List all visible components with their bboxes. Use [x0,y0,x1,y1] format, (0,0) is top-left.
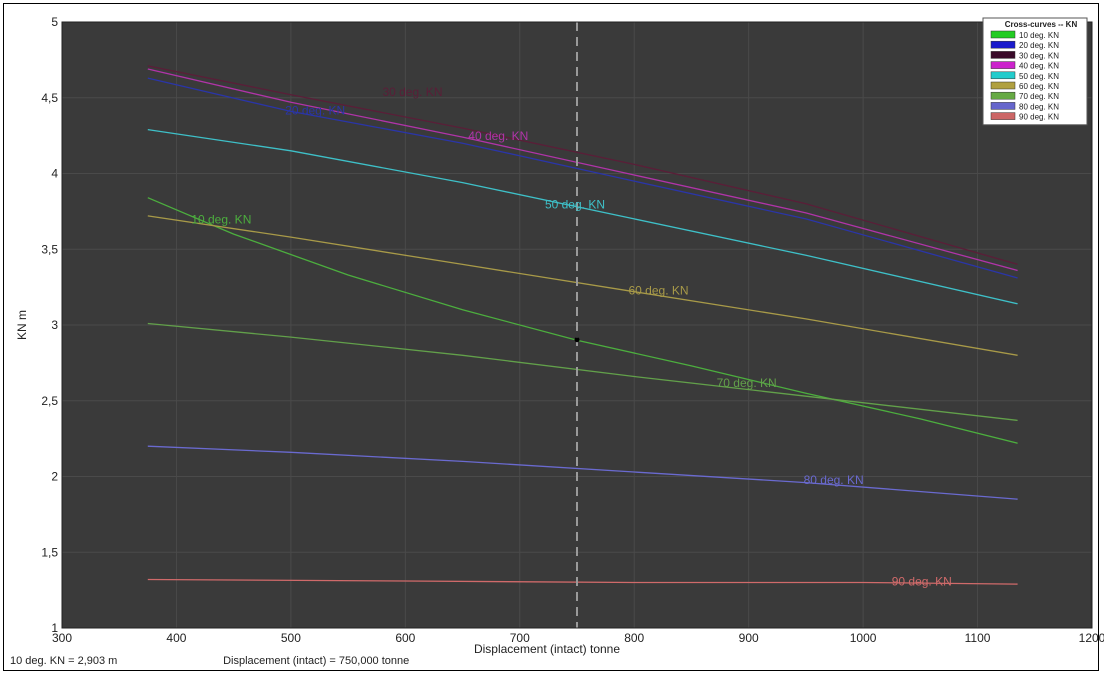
y-tick-label: 2 [51,470,58,484]
x-tick-label: 1000 [850,631,877,645]
x-tick-label: 1200 [1079,631,1104,645]
x-tick-label: 300 [52,631,72,645]
y-axis-title: KN m [15,310,29,340]
legend-entry: 30 deg. KN [1019,51,1059,60]
series-line [147,215,1018,356]
curve-labels: 10 deg. KN 20 deg. KN 30 deg. KN 40 deg. KN… [191,85,951,588]
legend-entry: 80 deg. KN [1019,102,1059,111]
legend-swatch [990,112,1016,120]
status-bar: 10 deg. KN = 2,903 m Displacement (intac… [10,655,409,667]
legend-entry: 90 deg. KN [1019,113,1059,122]
y-tick-label: 4 [51,167,58,181]
cursor-point [574,337,580,343]
curve-label: 70 deg. KN [717,376,777,390]
curve-label: 30 deg. KN [382,85,442,99]
series-line [147,128,1018,305]
y-tick-label: 4,5 [41,91,58,105]
x-tick-label: 800 [624,631,644,645]
series-line [147,445,1018,500]
legend-title: Cross-curves -- KN [1005,20,1078,29]
legend-swatch [990,30,1016,39]
legend-swatch [990,71,1016,80]
curve-label: 40 deg. KN [468,129,528,143]
y-tick-label: 5 [51,15,58,29]
plot-border [61,21,1093,629]
curve-label: 50 deg. KN [545,197,605,211]
x-tick-label: 400 [166,631,186,645]
curve-label: 60 deg. KN [629,284,689,298]
legend-swatch [990,91,1016,100]
y-tick-label: 2,5 [41,394,58,408]
series-line [147,65,1018,266]
curve-label: 20 deg. KN [285,103,345,117]
legend-entry: 20 deg. KN [1019,41,1059,50]
y-tick-label: 3,5 [41,242,58,256]
legend-swatch [990,51,1016,59]
legend-swatch [990,81,1016,90]
series-line [147,77,1018,279]
x-tick-label: 500 [281,631,301,645]
series-line [147,322,1018,422]
legend-entry: 50 deg. KN [1019,72,1059,81]
series-line [147,578,1018,585]
legend-entry: 10 deg. KN [1019,31,1059,40]
legend-swatch [990,61,1016,69]
y-tick-label: 1 [51,621,58,635]
axes: 300 400 500 600 700 800 900 1000 1100 1200 1 1,5 2 2,… [41,15,1104,645]
x-axis-title: Displacement (intact) tonne [474,642,620,656]
cursor[interactable] [574,22,580,628]
legend-swatch [990,40,1016,49]
legend-entry: 70 deg. KN [1019,92,1059,101]
legend-entry: 40 deg. KN [1019,62,1059,71]
curve-label: 80 deg. KN [804,473,864,487]
x-tick-label: 700 [510,631,530,645]
kn-readout: 10 deg. KN = 2,903 m [10,655,118,667]
series-line [147,68,1018,272]
displacement-readout: Displacement (intact) = 750,000 tonne [223,655,410,667]
legend-swatch [990,102,1016,110]
y-tick-label: 1,5 [41,545,58,559]
y-tick-label: 3 [51,318,58,332]
legend-entry: 60 deg. KN [1019,82,1059,91]
x-tick-label: 1100 [965,631,991,645]
curve-label: 90 deg. KN [892,575,952,589]
x-tick-label: 900 [739,631,759,645]
x-tick-label: 600 [395,631,415,645]
curve-label: 10 deg. KN [191,212,251,226]
